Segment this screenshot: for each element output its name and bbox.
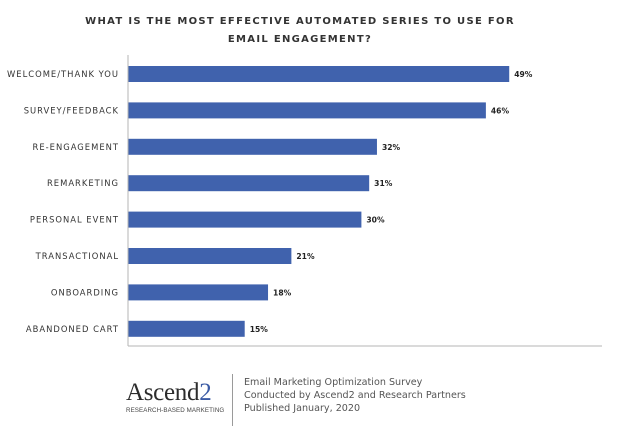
category-label: RE-ENGAGEMENT	[33, 142, 119, 152]
category-label: ABANDONED CART	[26, 324, 119, 334]
bar	[128, 211, 362, 228]
category-label: WELCOME/THANK YOU	[7, 69, 119, 79]
data-label: 21%	[296, 252, 315, 261]
data-label: 46%	[491, 106, 510, 115]
ascend2-logo: Ascend2 RESEARCH-BASED MARKETING	[126, 380, 226, 415]
category-label: PERSONAL EVENT	[30, 215, 119, 225]
data-label: 18%	[273, 288, 292, 297]
source-line-2: Conducted by Ascend2 and Research Partne…	[244, 390, 466, 401]
data-label: 31%	[374, 179, 393, 188]
logo-tagline: RESEARCH-BASED MARKETING	[126, 407, 225, 414]
bar	[128, 248, 292, 264]
bar	[128, 284, 269, 301]
source-line-3: Published January, 2020	[244, 403, 361, 414]
category-label: REMARKETING	[47, 178, 119, 188]
bar	[128, 138, 377, 155]
category-label: TRANSACTIONAL	[35, 251, 119, 261]
data-label: 32%	[382, 143, 401, 152]
logo-number: 2	[199, 379, 212, 406]
category-label: SURVEY/FEEDBACK	[24, 105, 119, 115]
category-label: ONBOARDING	[51, 287, 119, 297]
data-label: 15%	[250, 325, 269, 334]
source-note: Email Marketing Optimization Survey Cond…	[244, 376, 466, 415]
data-label: 49%	[514, 70, 533, 79]
chart-title-line-2: EMAIL ENGAGEMENT?	[227, 34, 373, 45]
bar	[128, 66, 510, 82]
source-line-1: Email Marketing Optimization Survey	[244, 377, 423, 388]
bar-chart: WELCOME/THANK YOU 49% SURVEY/FEEDBACK 46% RE…	[7, 55, 602, 347]
bar	[128, 320, 245, 337]
footer-divider	[232, 374, 233, 426]
logo-wordmark: Ascend2	[126, 380, 226, 406]
bar	[128, 175, 370, 192]
data-label: 30%	[366, 216, 385, 225]
chart-title-line-1: WHAT IS THE MOST EFFECTIVE AUTOMATED SER…	[85, 16, 515, 27]
logo-word: Ascend	[126, 379, 200, 406]
bar	[128, 102, 486, 119]
chart-title: WHAT IS THE MOST EFFECTIVE AUTOMATED SER…	[60, 13, 540, 49]
